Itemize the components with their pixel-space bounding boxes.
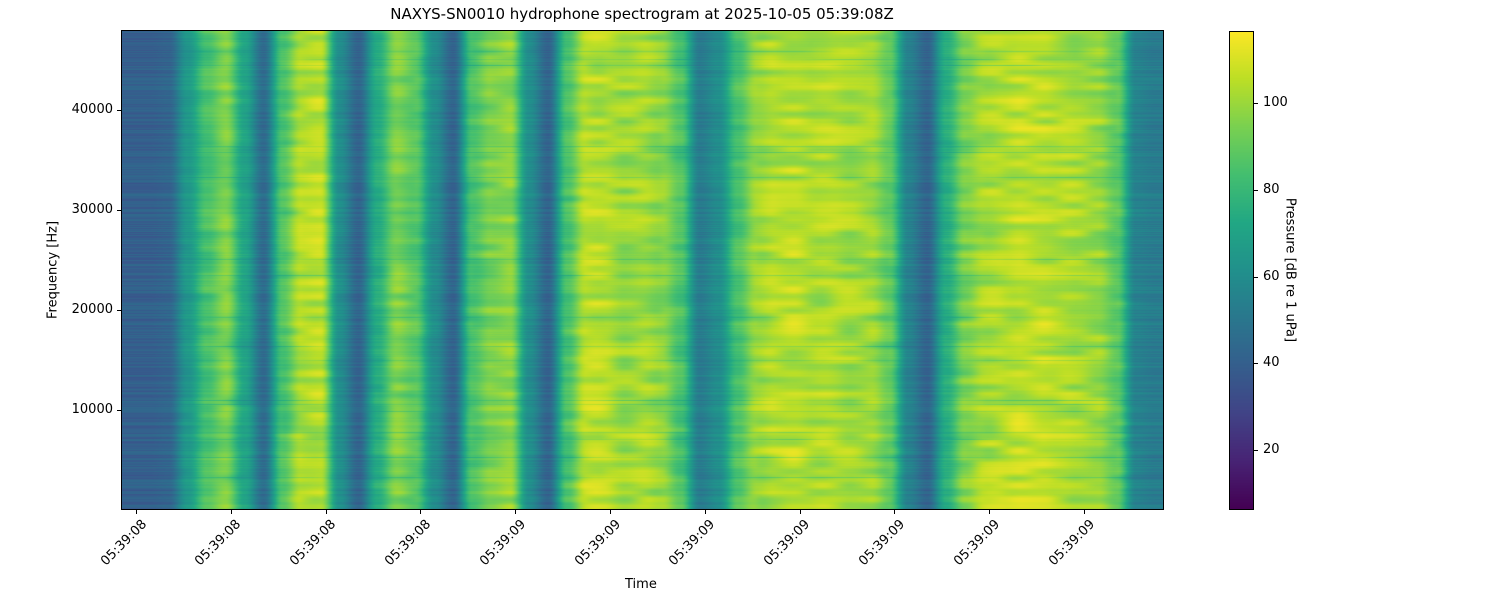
colorbar-tick-label: 20 <box>1263 442 1280 457</box>
x-tick-label: 05:39:09 <box>761 517 814 569</box>
x-tick <box>894 510 896 514</box>
x-tick <box>610 510 611 514</box>
x-tick-label: 05:39:09 <box>476 517 529 569</box>
x-tick-label: 05:39:08 <box>287 517 340 569</box>
colorbar <box>1229 31 1253 509</box>
y-tick <box>117 410 121 411</box>
colorbar-label: Pressure [dB re 1 uPa] <box>1282 197 1298 343</box>
x-tick-label: 05:39:09 <box>1045 517 1098 569</box>
y-axis-label: Frequency [Hz] <box>45 220 61 320</box>
y-tick <box>117 310 121 311</box>
spectrogram-heatmap <box>121 30 1164 510</box>
colorbar-tick-label: 80 <box>1263 181 1280 197</box>
x-tick-label: 05:39:09 <box>856 517 909 569</box>
x-tick <box>704 510 706 514</box>
x-tick-label: 05:39:09 <box>950 517 1003 569</box>
y-tick-label: 40000 <box>71 102 113 117</box>
x-tick-label: 05:39:08 <box>97 517 150 569</box>
colorbar-tick <box>1254 363 1258 365</box>
plot-area <box>121 30 1164 510</box>
colorbar-tick-label: 40 <box>1263 355 1280 371</box>
x-tick <box>420 510 422 514</box>
y-tick-label: 20000 <box>71 302 113 317</box>
colorbar-frame <box>1229 31 1254 510</box>
colorbar-tick-label: 100 <box>1263 95 1288 110</box>
colorbar-tick <box>1254 450 1258 451</box>
y-tick-label: 10000 <box>71 402 113 417</box>
x-tick <box>989 510 991 514</box>
colorbar-tick-label: 60 <box>1263 268 1280 284</box>
x-tick <box>325 510 327 514</box>
x-tick <box>1084 510 1085 514</box>
chart-title: NAXYS-SN0010 hydrophone spectrogram at 2… <box>390 5 894 23</box>
x-tick <box>799 510 801 514</box>
colorbar-tick <box>1254 103 1258 104</box>
x-tick <box>136 510 137 514</box>
x-tick <box>230 510 232 514</box>
x-axis-label: Time <box>625 577 657 592</box>
colorbar-tick <box>1254 276 1258 278</box>
colorbar-tick <box>1254 189 1258 191</box>
y-tick-label: 30000 <box>71 202 113 217</box>
y-tick <box>117 110 121 111</box>
x-tick-label: 05:39:09 <box>666 517 719 569</box>
x-tick-label: 05:39:09 <box>571 517 624 569</box>
x-tick <box>515 510 517 514</box>
x-tick-label: 05:39:08 <box>382 517 435 569</box>
x-tick-label: 05:39:08 <box>192 517 245 569</box>
y-tick <box>117 210 121 211</box>
